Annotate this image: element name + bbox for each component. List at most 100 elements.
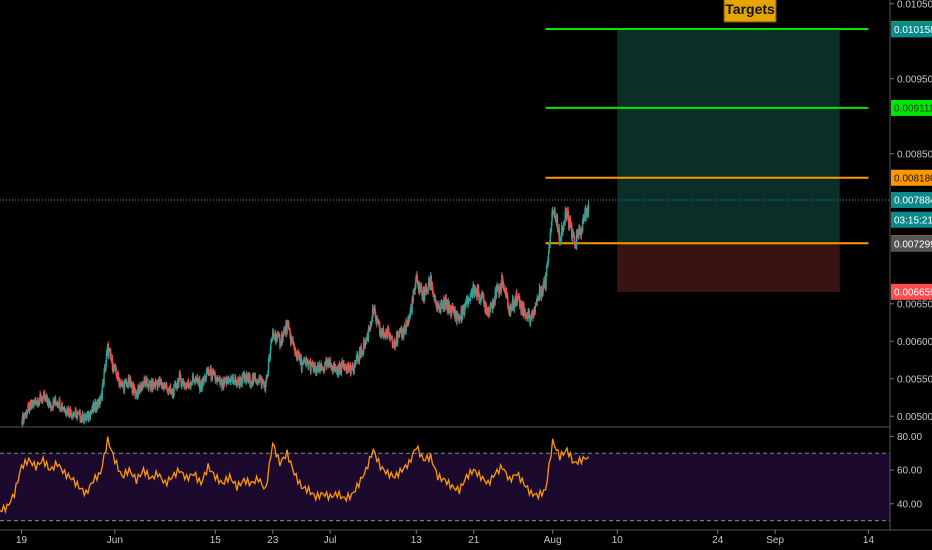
candle-body xyxy=(516,292,518,303)
targets-annotation[interactable]: Targets xyxy=(723,0,777,23)
candle-body xyxy=(554,211,556,216)
candle-body xyxy=(68,408,70,415)
candle-body xyxy=(191,382,193,384)
candle-body xyxy=(408,315,410,323)
rsi-band xyxy=(0,453,890,521)
candle-body xyxy=(29,402,31,412)
candle-body xyxy=(293,344,295,350)
candle-body xyxy=(99,397,102,403)
candle-body xyxy=(548,243,550,254)
candle-body xyxy=(546,263,548,266)
candle-body xyxy=(47,401,50,406)
price-pane[interactable]: Targets xyxy=(0,0,890,428)
candle-body xyxy=(246,380,249,382)
candle-body xyxy=(377,319,379,321)
candle-body xyxy=(518,296,520,299)
candle-body xyxy=(382,328,385,336)
candle-body xyxy=(416,278,419,281)
candle-body xyxy=(414,287,416,292)
candle-body xyxy=(211,371,214,380)
candle-body xyxy=(76,414,78,419)
candle-body xyxy=(120,384,122,387)
candle-body xyxy=(528,310,531,318)
candle-body xyxy=(586,208,589,215)
candle-body xyxy=(568,224,571,229)
candle-body xyxy=(517,295,520,297)
candle-body xyxy=(137,385,139,397)
candle-body xyxy=(288,327,291,331)
candle-body xyxy=(525,315,527,318)
candle-body xyxy=(489,308,491,315)
candle-body xyxy=(433,295,435,299)
horizontal-levels[interactable] xyxy=(545,27,869,245)
targets-annotation-box xyxy=(723,0,777,23)
candle-body xyxy=(541,293,544,296)
candle-body xyxy=(38,400,41,404)
candle-body xyxy=(507,296,509,306)
candle-body xyxy=(304,359,306,361)
candle-body xyxy=(562,226,565,228)
stop-loss-tag-label: 0.006659 xyxy=(894,287,932,298)
candle-body xyxy=(312,364,315,372)
candle-body xyxy=(197,379,199,383)
candle-body xyxy=(376,318,379,320)
time-axis[interactable]: 19 Jun 15 23 Jul 13 21 Aug 10 24 Sep 14 xyxy=(16,530,874,546)
candle-body xyxy=(547,253,550,262)
candle-body xyxy=(255,378,257,383)
candle-body xyxy=(339,363,342,374)
candle-body xyxy=(300,357,303,370)
candle-body xyxy=(162,383,164,389)
candle-body xyxy=(416,275,418,279)
candle-body xyxy=(200,381,203,389)
candle-body xyxy=(146,378,148,386)
candle-body xyxy=(369,324,371,329)
candle-body xyxy=(541,289,543,296)
candle-body xyxy=(173,384,175,397)
candle-body xyxy=(575,233,578,246)
tag-0.007299-box xyxy=(891,235,932,252)
candle-body xyxy=(570,224,572,226)
candle-body xyxy=(289,330,291,337)
candle-body xyxy=(267,361,270,373)
rsi-pane[interactable] xyxy=(0,436,890,522)
candle-body xyxy=(370,321,373,327)
candle-body xyxy=(194,381,196,383)
candle-body xyxy=(417,280,419,289)
candle-body xyxy=(471,290,473,295)
candle-body xyxy=(536,298,538,303)
candle-body xyxy=(563,221,566,224)
candle-body xyxy=(569,219,572,225)
candle-body xyxy=(400,328,403,334)
candle-body xyxy=(261,379,264,383)
candle-body xyxy=(79,411,81,421)
candle-body xyxy=(397,333,399,344)
candle-body xyxy=(142,383,144,389)
candle-body xyxy=(523,305,525,313)
candle-body xyxy=(471,294,474,296)
candle-body xyxy=(419,285,421,292)
candle-body xyxy=(263,382,265,385)
time-tick-label: 14 xyxy=(863,535,875,546)
rsi-axis[interactable]: 80.00 60.00 40.00 xyxy=(890,432,922,510)
candle-body xyxy=(276,334,279,337)
candle-body xyxy=(59,399,61,409)
candle-body xyxy=(252,374,255,383)
candle-body xyxy=(480,296,483,297)
candle-body xyxy=(42,396,44,402)
rsi-tick-label: 80.00 xyxy=(897,432,922,443)
candle-body xyxy=(167,391,169,394)
candle-body xyxy=(572,231,575,237)
candle-body xyxy=(190,383,192,387)
candle-body xyxy=(452,307,454,308)
long-position-box[interactable] xyxy=(617,29,840,292)
candle-body xyxy=(149,382,151,385)
candle-body xyxy=(414,279,417,288)
candle-body xyxy=(487,309,490,316)
candle-body xyxy=(210,368,212,380)
candle-body xyxy=(225,379,227,381)
candle-body xyxy=(431,285,434,290)
candle-body xyxy=(438,304,440,310)
